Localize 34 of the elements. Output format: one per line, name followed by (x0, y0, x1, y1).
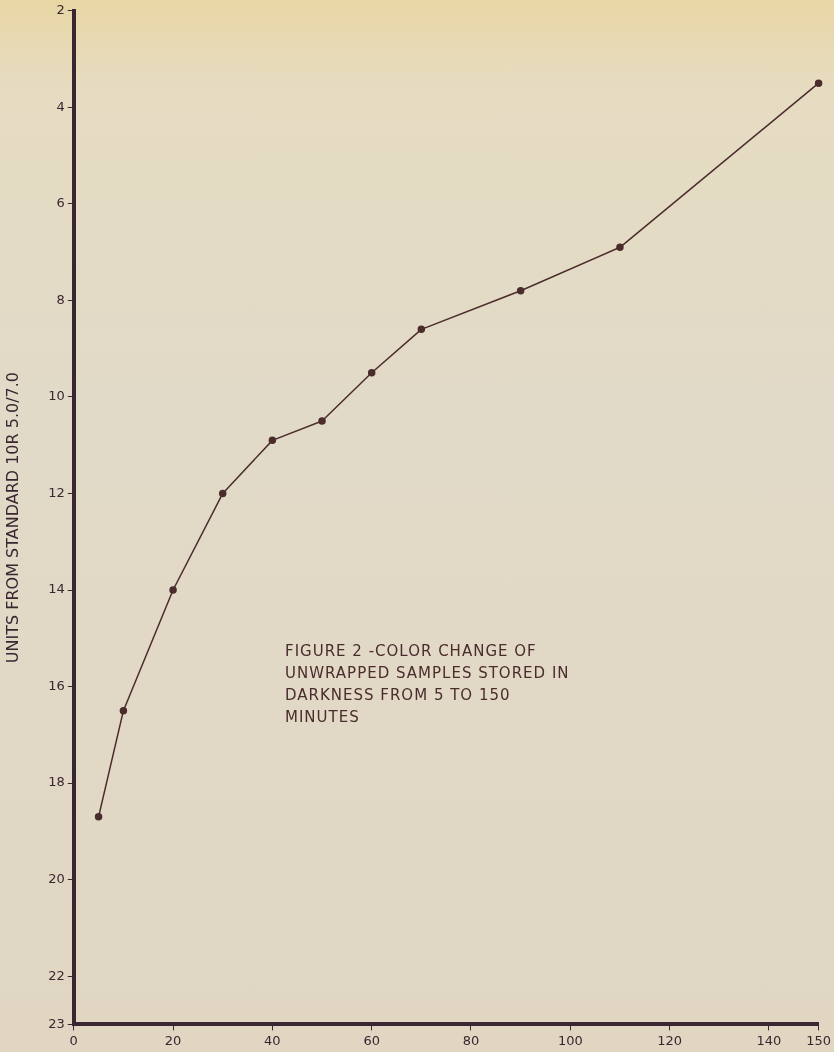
point (169, 586, 177, 594)
point (417, 325, 426, 334)
y-tick-label: 12 (48, 484, 65, 500)
point (318, 417, 326, 425)
x-tick-label: 150 (806, 1032, 832, 1048)
point (119, 706, 128, 715)
point (94, 813, 103, 821)
x-tick-label: 120 (657, 1032, 683, 1048)
y-tick-label: 16 (48, 677, 65, 693)
point (367, 369, 376, 377)
x-tick-label: 60 (363, 1032, 380, 1048)
point (268, 436, 277, 445)
y-tick-label: 23 (48, 1015, 65, 1031)
y-tick-label: 8 (56, 291, 65, 307)
x-tick-label: 20 (164, 1032, 182, 1048)
x-tick-label: 40 (264, 1032, 281, 1048)
x-tick-label: 0 (69, 1032, 78, 1048)
x-tick-label: 100 (557, 1032, 583, 1048)
y-tick-label: 20 (48, 870, 65, 886)
point (516, 287, 525, 295)
y-tick-label: 18 (48, 774, 65, 790)
y-tick-label: 4 (56, 98, 65, 114)
point (218, 489, 227, 498)
point (616, 243, 624, 252)
y-tick-label: 22 (48, 967, 65, 983)
point (814, 79, 823, 87)
y-axis-title: UNITS FROM STANDARD 10R 5.0/7.0 (2, 372, 22, 664)
text: FIGURE 2 -COLOR CHANGE OF UNWRAPPED SAMPLES STORED IN DARKNESS FROM 5 TO 150 MINUTES (285, 641, 571, 728)
y-tick-label: 2 (56, 2, 65, 18)
y-tick-label: 10 (48, 388, 65, 404)
x-tick-label: 140 (756, 1032, 782, 1048)
y-tick-label: 14 (48, 581, 65, 597)
y-tick-label: 6 (56, 195, 65, 211)
x-tick-label: 80 (462, 1032, 480, 1048)
